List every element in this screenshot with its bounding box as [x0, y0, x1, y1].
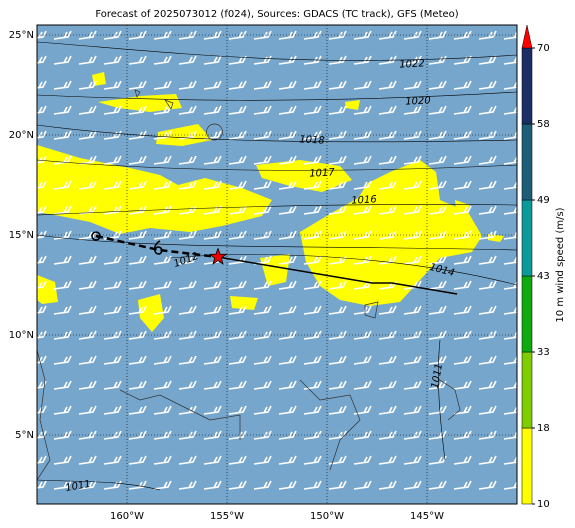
tc-track	[91, 231, 458, 295]
colorbar: 10 18 33 43 49 58 70	[521, 24, 550, 510]
track-start	[91, 231, 101, 241]
colorbar-segment	[521, 275, 533, 353]
isobar-label: 1011	[430, 363, 445, 390]
track-past	[95, 234, 219, 259]
isobar-label: 1011	[65, 479, 92, 494]
coastlines	[37, 89, 461, 481]
colorbar-tick-label: 58	[537, 119, 550, 130]
map-title: Forecast of 2025073012 (f024), Sources: …	[95, 9, 458, 20]
lon-tick-label: 160°W	[110, 511, 144, 522]
colorbar-segment	[521, 123, 533, 201]
lat-tick-label: 20°N	[9, 130, 34, 141]
lon-tick-label: 155°W	[210, 511, 244, 522]
colorbar-tick-label: 33	[537, 347, 550, 358]
colorbar-extend	[521, 24, 533, 49]
map-frame	[36, 24, 518, 505]
isobar-label: 1016	[351, 194, 377, 206]
colorbar-segment	[521, 199, 533, 277]
graticule	[37, 25, 517, 504]
wind-barbs	[37, 25, 517, 504]
colorbar-tick-label: 10	[537, 499, 550, 510]
lat-tick-label: 5°N	[15, 430, 34, 441]
lon-tick-label: 150°W	[310, 511, 344, 522]
track-forecast	[217, 256, 458, 295]
isobar-label: 1017	[309, 167, 336, 179]
lat-tick-label: 25°N	[9, 30, 34, 41]
lat-tick-label: 15°N	[9, 230, 34, 241]
isobar-label: 1020	[405, 95, 431, 107]
lon-tick-label: 145°W	[410, 511, 444, 522]
isobar-label: 1022	[399, 58, 425, 70]
colorbar-segment	[521, 427, 533, 505]
colorbar-tick-label: 49	[537, 195, 550, 206]
colorbar-segment	[521, 47, 533, 125]
colorbar-segment	[521, 351, 533, 429]
isobar-label: 1018	[299, 134, 325, 146]
tc-symbol	[153, 240, 163, 255]
axis-ticks: 160°W 155°W 150°W 145°W 5°N 10°N 15°N 20°N 25°N	[9, 30, 444, 522]
isobars	[37, 41, 517, 491]
current-position	[208, 247, 228, 265]
lat-tick-label: 10°N	[9, 330, 34, 341]
colorbar-tick-label: 18	[537, 423, 550, 434]
colorbar-tick-label: 43	[537, 271, 550, 282]
colorbar-label: 10 m wind speed (m/s)	[555, 207, 566, 322]
colorbar-tick-label: 70	[537, 43, 550, 54]
